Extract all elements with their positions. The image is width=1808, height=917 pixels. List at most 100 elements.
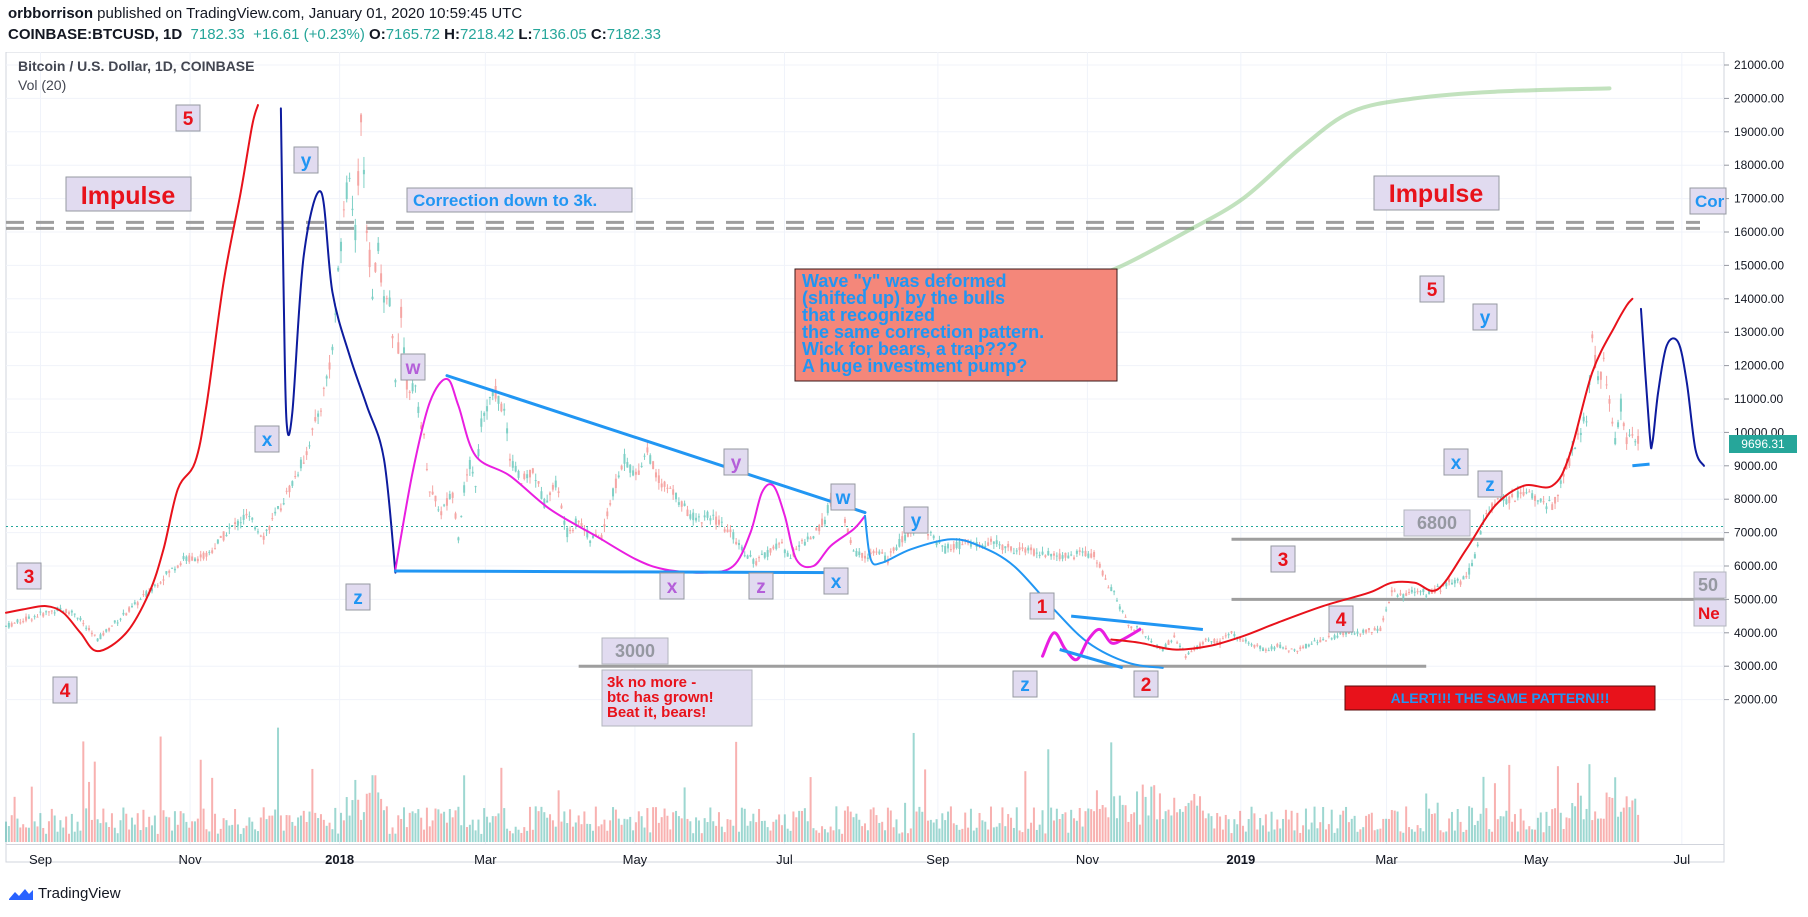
volume-bar [726,819,729,842]
volume-bar [299,815,302,842]
wave-label-4[interactable]: 4 [52,676,78,704]
wave-label-x[interactable]: x [254,425,280,453]
volume-bar [1030,822,1033,842]
green-projection-line[interactable] [1069,86,1612,288]
candle-body [1545,506,1548,510]
candle-body [1207,639,1210,641]
volume-bar [1290,810,1293,842]
wave-label-2[interactable]: 2 [1133,670,1159,698]
candle-body [214,548,217,550]
close-label: C: [590,26,607,43]
label-ne-text: Ne [1698,604,1720,623]
candle-body [540,491,543,499]
candle-body [73,613,76,615]
alert-box[interactable]: ALERT!!! THE SAME PATTERN!!! [1344,685,1656,711]
late-wxyz-magenta-line[interactable] [1041,627,1142,662]
impulse-left-line[interactable] [5,104,259,653]
impulse-left-box[interactable]: Impulse [65,176,192,212]
volume-bar [1127,821,1130,842]
wave-label-5[interactable]: 5 [1419,275,1445,303]
candle-body [391,335,394,339]
impulse-right-line[interactable] [1110,297,1634,651]
candle-body [1287,650,1290,652]
wave-label-x[interactable]: x [823,567,849,595]
wave-label-y[interactable]: y [903,506,929,534]
label-ne-box[interactable]: Ne [1693,599,1727,627]
label-50-box[interactable]: 50 [1693,571,1727,599]
candle-body [703,515,706,518]
candle-body [1250,644,1253,646]
candle-body [136,602,139,606]
wave-label-y[interactable]: y [293,146,319,174]
wave-label-y[interactable]: y [1472,303,1498,331]
candle-body [1608,399,1611,404]
impulse-right-box[interactable]: Impulse [1373,175,1500,211]
volume-bar [214,813,217,842]
volume-bar [998,823,1001,842]
candle-body [448,493,451,499]
correction-box[interactable]: Correction down to 3k. [406,187,633,213]
candle-body [85,627,88,629]
volume-bar [992,827,995,842]
right-small-line[interactable] [1632,462,1650,468]
label-6800-box[interactable]: 6800 [1403,509,1471,537]
wave-label-3[interactable]: 3 [16,562,42,590]
candle-body [749,554,752,557]
candle-body [1027,547,1030,551]
candle-body [1574,447,1577,450]
candle-body [904,534,907,541]
candle-body [1559,480,1562,484]
wave-y-down-line[interactable] [864,514,1164,669]
candle-body [1476,544,1479,546]
wave-label-z[interactable]: z [1477,470,1503,498]
time-axis[interactable]: Sep Nov 2018 Mar May Jul Sep Nov 2019 Mar May Jul [29,852,1690,867]
candle-body [675,492,678,500]
time-axis-border [6,844,1724,845]
candle-body [1150,641,1153,643]
footer-brand[interactable]: TradingView [8,885,121,902]
wave-label-z[interactable]: z [748,572,774,600]
wave-label-z[interactable]: z [345,583,371,611]
volume-bar [1250,806,1253,842]
wave-label-4[interactable]: 4 [1328,605,1354,633]
wave-label-1[interactable]: 1 [1029,592,1055,620]
wave-label-x[interactable]: x [1443,448,1469,476]
volume-bar [683,787,686,842]
late-triangle-lower[interactable] [1059,648,1124,670]
candle-body [1302,646,1305,648]
wave-label-z[interactable]: z [1012,670,1038,698]
wave-note-box[interactable]: Wave "y" was deformed (shifted up) by the… [794,268,1118,382]
price-chart[interactable]: 5 y x z 3 4 w y x z w x y 1 z 2 3 4 5 y x z 21000.00 20000.00 1… [0,51,1808,880]
chart-container[interactable]: 5 y x z 3 4 w y x z w x y 1 z 2 3 4 5 y x z 21000.00 20000.00 1… [0,51,1808,885]
wave-label-5[interactable]: 5 [175,104,201,132]
wave-label-3[interactable]: 3 [1270,545,1296,573]
candle-body [549,492,552,496]
candle-body [1619,398,1622,412]
correction-right-box[interactable]: Cor [1689,187,1727,215]
candle-body [1542,501,1545,503]
label-3000-box[interactable]: 3000 [601,637,669,665]
volume-bar [798,810,801,842]
volume-bar [1061,813,1064,842]
annotation-labels[interactable]: 5 y x z 3 4 w y x z w x y 1 z 2 3 4 5 y x z [16,104,1503,704]
wave-label-x[interactable]: x [659,572,685,600]
triangle-upper-line[interactable] [445,374,867,515]
candle-body [440,511,443,516]
volume-bar [374,775,377,842]
candle-body [139,599,142,601]
correction-right-xyz-line[interactable] [1639,307,1705,467]
candle-body [1190,651,1193,653]
note-3k-box[interactable]: 3k no more -btc has grown! Beat it, bears… [601,669,753,727]
volume-bar [735,741,738,842]
wave-label-w[interactable]: w [830,483,856,511]
correction-left-xyz-line[interactable] [279,107,397,574]
volume-bar [311,768,314,842]
wave-label-y[interactable]: y [723,448,749,476]
late-triangle-upper[interactable] [1071,614,1204,631]
author-name[interactable]: orbborrison [8,5,93,22]
drawings[interactable] [5,86,1705,670]
candle-body [1262,648,1265,651]
wave-label-w[interactable]: w [400,353,426,381]
triangle-lower-line[interactable] [393,569,844,575]
price-axis[interactable]: 21000.00 20000.00 19000.00 18000.00 17000.00… [1724,58,1784,707]
